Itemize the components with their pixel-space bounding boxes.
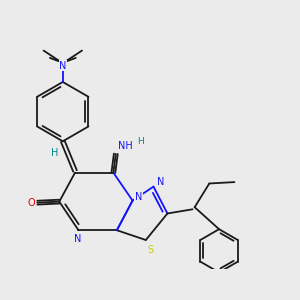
Text: N: N [59,61,67,70]
Text: H: H [51,148,58,158]
Text: O: O [28,198,35,208]
Text: S: S [147,245,153,255]
Text: H: H [138,137,144,146]
Text: N: N [157,177,164,188]
Text: NH: NH [118,141,133,151]
Text: N: N [74,234,82,244]
Text: N: N [135,192,142,202]
